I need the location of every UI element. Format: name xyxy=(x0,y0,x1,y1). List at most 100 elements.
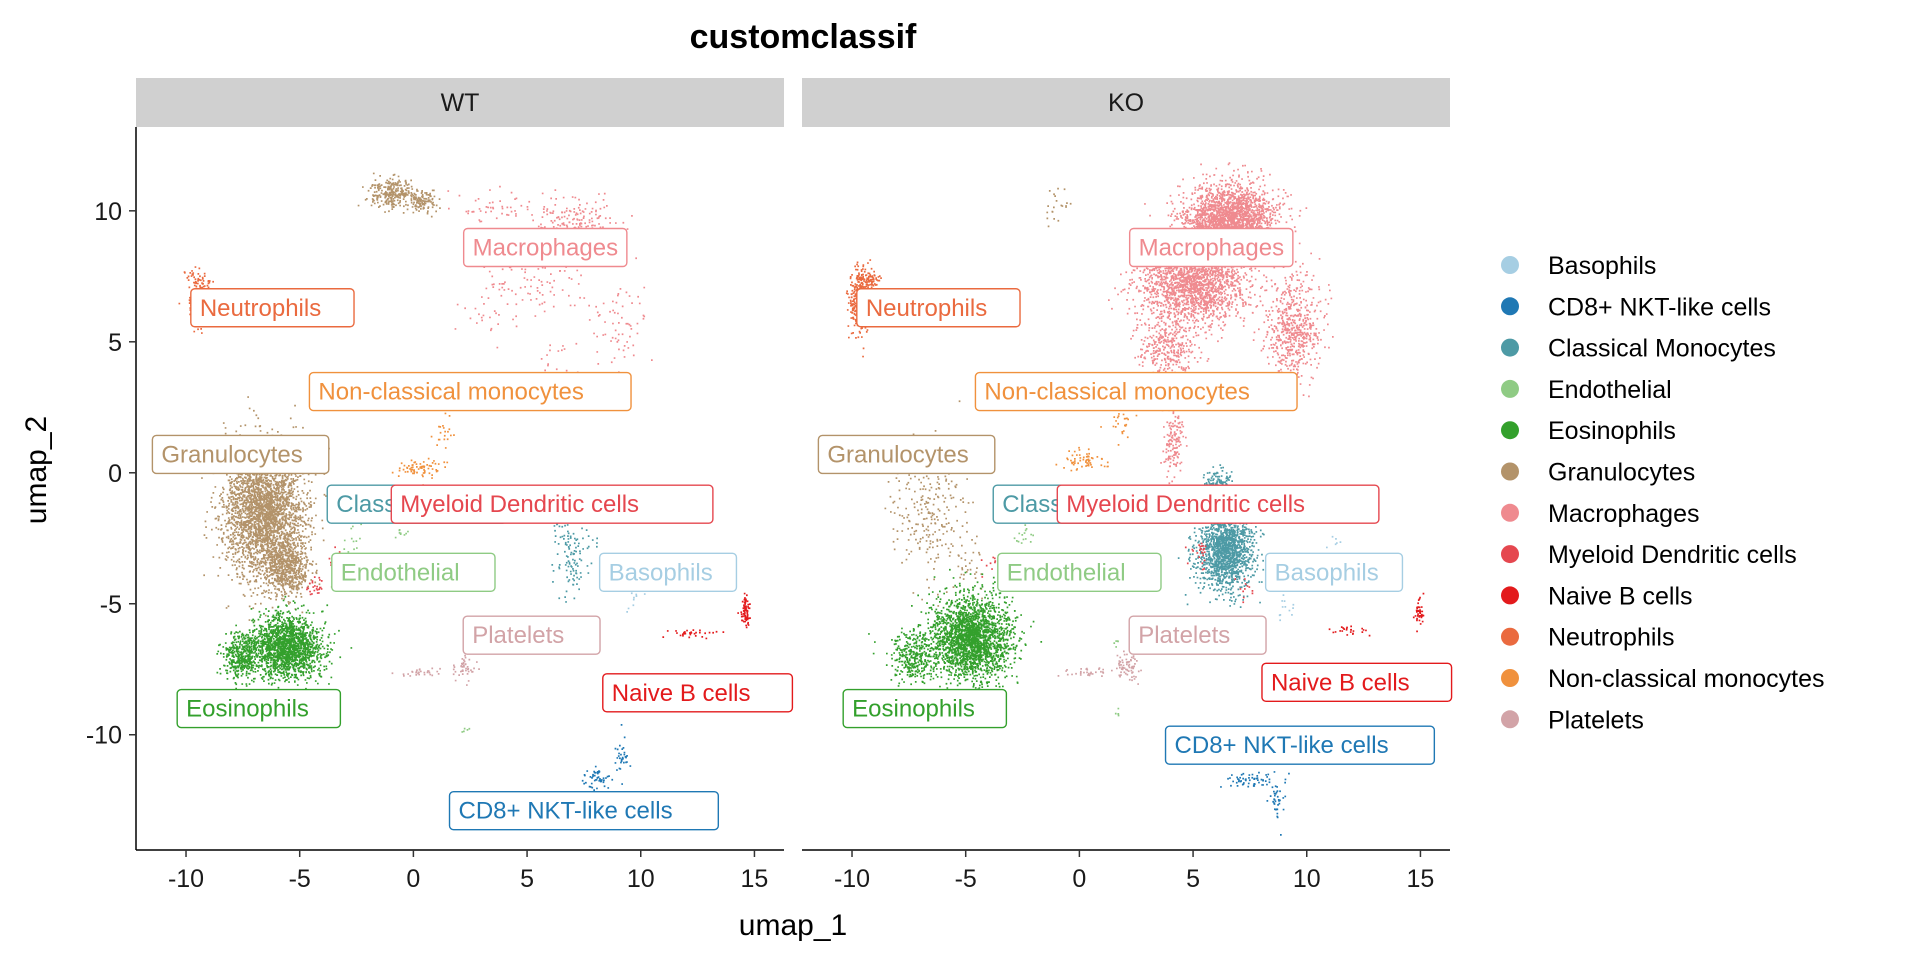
y-tick-label: 5 xyxy=(108,329,122,357)
cluster-label-box: CD8+ NKT-like cells xyxy=(1164,725,1436,765)
legend-swatch xyxy=(1501,503,1519,522)
facet-strip xyxy=(802,78,1450,127)
legend-item: Classical Monocytes xyxy=(1501,335,1776,363)
cluster-label-box: Non-classical monocytes xyxy=(974,371,1298,412)
y-axis: -10 -5 0 5 10 xyxy=(86,198,136,750)
legend-item: Eosinophils xyxy=(1501,417,1676,445)
cluster-label-text: Basophils xyxy=(609,559,713,586)
legend-swatch xyxy=(1501,586,1519,605)
cluster-label-text: Eosinophils xyxy=(852,696,975,723)
y-tick-label: 0 xyxy=(108,460,122,488)
cluster-points xyxy=(626,562,648,613)
legend-label: Endothelial xyxy=(1548,376,1672,404)
cluster-label-text: Naive B cells xyxy=(1271,669,1410,696)
legend-label: Eosinophils xyxy=(1548,417,1676,445)
facet-panel-ko: KO -10 -5 0 5 10 15 Macrophages Neutrophils Non-c… xyxy=(802,78,1453,893)
cluster-label-text: Neutrophils xyxy=(866,295,987,322)
cluster-label-text: Myeloid Dendritic cells xyxy=(1066,491,1305,518)
cluster-label-box: Platelets xyxy=(462,615,601,655)
y-axis-title: umap_2 xyxy=(20,416,53,524)
y-tick-label: 10 xyxy=(94,198,122,226)
legend-label: Non-classical monocytes xyxy=(1548,665,1825,693)
legend-item: Platelets xyxy=(1501,706,1644,734)
cluster-label-text: CD8+ NKT-like cells xyxy=(1175,732,1389,759)
x-tick-label: 15 xyxy=(741,865,769,893)
legend-label: Macrophages xyxy=(1548,500,1699,528)
cluster-label-box: CD8+ NKT-like cells xyxy=(448,791,720,831)
cluster-label-box: Non-classical monocytes xyxy=(308,371,632,412)
legend-swatch xyxy=(1501,256,1519,274)
legend-label: Myeloid Dendritic cells xyxy=(1548,541,1797,569)
cluster-labels: Macrophages Neutrophils Non-classical mono… xyxy=(151,227,794,831)
legend-swatch xyxy=(1501,297,1519,316)
cluster-label-text: Granulocytes xyxy=(827,441,968,468)
cluster-label-text: Granulocytes xyxy=(161,441,302,468)
x-tick-label: 5 xyxy=(1186,865,1200,893)
legend-item: CD8+ NKT-like cells xyxy=(1501,293,1771,321)
facet-panel-wt: WT -10 -5 0 5 10 15 Macrophages Neutrophils Non-c… xyxy=(135,78,794,893)
legend: Basophils CD8+ NKT-like cells Classical Mo… xyxy=(1501,252,1825,734)
cluster-points xyxy=(199,172,441,623)
cluster-points xyxy=(662,592,751,640)
legend-label: Platelets xyxy=(1548,706,1644,734)
cluster-points xyxy=(1278,535,1342,622)
cluster-label-text: Naive B cells xyxy=(612,680,751,707)
legend-swatch xyxy=(1501,545,1519,564)
legend-item: Neutrophils xyxy=(1501,624,1674,652)
x-tick-label: -10 xyxy=(834,865,870,893)
facet-strip xyxy=(136,78,784,127)
legend-label: Granulocytes xyxy=(1548,459,1695,487)
legend-label: CD8+ NKT-like cells xyxy=(1548,293,1771,321)
cluster-label-text: Platelets xyxy=(472,622,564,649)
cluster-points xyxy=(342,518,471,733)
legend-label: Basophils xyxy=(1548,252,1656,280)
legend-label: Classical Monocytes xyxy=(1548,335,1776,363)
cluster-label-text: Endothelial xyxy=(341,559,460,586)
cluster-label-box: Eosinophils xyxy=(842,688,1008,729)
cluster-label-box: Macrophages xyxy=(462,227,628,268)
cluster-label-box: Basophils xyxy=(1264,552,1404,593)
cluster-points xyxy=(1108,162,1334,485)
legend-label: Neutrophils xyxy=(1548,624,1674,652)
cluster-label-box: Macrophages xyxy=(1128,227,1294,268)
legend-swatch xyxy=(1501,710,1519,729)
cluster-points xyxy=(391,412,455,486)
cluster-points xyxy=(581,724,632,795)
cluster-label-box: Platelets xyxy=(1128,615,1267,655)
cluster-label-box: Naive B cells xyxy=(602,673,794,713)
cluster-points xyxy=(1055,407,1138,472)
cluster-label-text: Non-classical monocytes xyxy=(984,379,1249,406)
cluster-label-text: Endothelial xyxy=(1007,559,1126,586)
legend-swatch xyxy=(1501,669,1519,687)
facet-strip-label: WT xyxy=(441,89,480,117)
cluster-points xyxy=(216,595,353,707)
x-tick-label: -5 xyxy=(289,865,311,893)
cluster-points xyxy=(1328,592,1425,637)
x-axis-title: umap_1 xyxy=(739,909,847,942)
facet-panels: WT -10 -5 0 5 10 15 Macrophages Neutrophils Non-c… xyxy=(135,78,1453,893)
legend-swatch xyxy=(1501,379,1519,398)
cluster-points xyxy=(391,654,480,686)
chart-title: customclassif xyxy=(690,18,917,56)
x-tick-label: 0 xyxy=(406,865,420,893)
legend-swatch xyxy=(1501,627,1519,646)
cluster-points xyxy=(1220,771,1290,836)
x-tick-label: 10 xyxy=(1293,865,1321,893)
cluster-points xyxy=(447,185,653,397)
legend-label: Naive B cells xyxy=(1548,582,1693,610)
x-tick-label: -5 xyxy=(955,865,977,893)
cluster-label-text: CD8+ NKT-like cells xyxy=(459,798,673,825)
cluster-label-box: Basophils xyxy=(598,552,738,593)
cluster-label-box: Endothelial xyxy=(331,552,496,593)
cluster-label-box: Neutrophils xyxy=(856,288,1021,328)
cluster-label-box: Eosinophils xyxy=(176,688,342,729)
x-tick-label: 10 xyxy=(627,865,655,893)
cluster-label-box: Granulocytes xyxy=(151,434,330,475)
cluster-label-box: Granulocytes xyxy=(817,434,996,475)
cluster-label-text: Platelets xyxy=(1138,622,1230,649)
cluster-label-text: Eosinophils xyxy=(186,696,309,723)
legend-swatch xyxy=(1501,338,1519,357)
cluster-label-text: Macrophages xyxy=(473,235,618,262)
cluster-label-box: Endothelial xyxy=(997,552,1162,593)
